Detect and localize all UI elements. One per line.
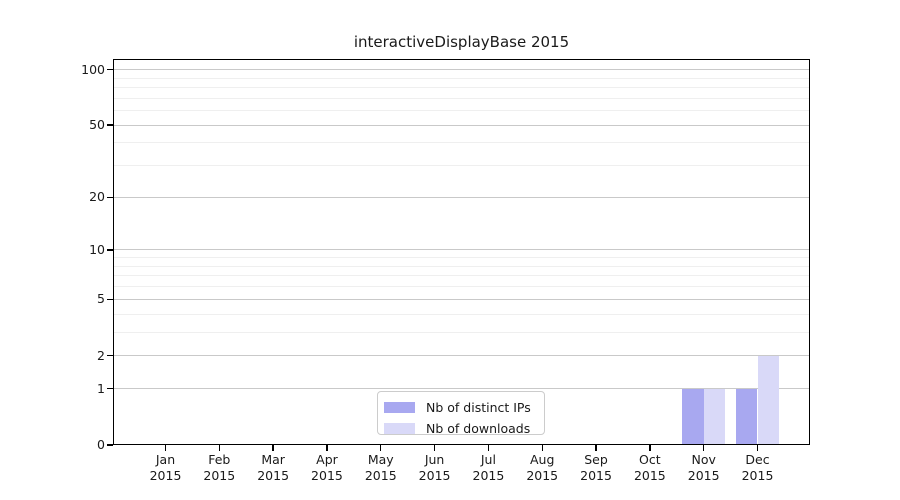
- y-gridline-minor: [113, 142, 810, 144]
- y-gridline-minor: [113, 77, 810, 79]
- x-tick-label-month: Oct: [639, 452, 661, 467]
- x-tick-label: Sep 2015: [561, 452, 631, 484]
- legend-item-downloads: Nb of downloads: [384, 418, 544, 439]
- x-tick-label-month: Jan: [155, 452, 176, 467]
- y-tick: [107, 196, 113, 199]
- legend-label-downloads: Nb of downloads: [426, 421, 531, 436]
- x-tick-label-month: Dec: [745, 452, 770, 467]
- x-tick-label: Aug 2015: [507, 452, 577, 484]
- y-tick-label: 10: [89, 241, 105, 257]
- y-tick-label: 20: [89, 189, 105, 205]
- y-tick-label: 0: [97, 437, 105, 452]
- y-tick: [107, 298, 113, 300]
- x-tick-label-year: 2015: [741, 468, 774, 483]
- x-tick-label: Oct 2015: [615, 452, 685, 484]
- legend-item-distinct-ips: Nb of distinct IPs: [384, 397, 544, 418]
- y-tick-label: 2: [97, 347, 105, 363]
- x-tick: [595, 445, 597, 451]
- x-tick-label-month: Sep: [584, 452, 608, 467]
- x-tick-label: Nov 2015: [669, 452, 739, 484]
- y-tick-label: 100: [81, 61, 105, 77]
- y-gridline-minor: [113, 331, 810, 333]
- chart-title: interactiveDisplayBase 2015: [353, 33, 570, 51]
- x-tick-label: Jun 2015: [400, 452, 470, 484]
- x-tick: [756, 445, 759, 451]
- x-tick-label: Apr 2015: [292, 452, 362, 484]
- x-tick-label-month: Nov: [691, 452, 716, 467]
- x-tick-label: Feb 2015: [184, 452, 254, 484]
- x-tick-label-year: 2015: [687, 468, 720, 483]
- y-gridline-minor: [113, 265, 810, 267]
- y-gridline-minor: [113, 257, 810, 259]
- y-gridline-major: [113, 124, 810, 126]
- x-tick-label: Jul 2015: [453, 452, 523, 484]
- legend-swatch-downloads: [384, 423, 415, 434]
- x-tick: [380, 445, 382, 451]
- x-tick-label-month: Feb: [208, 452, 231, 467]
- y-gridline-minor: [113, 275, 810, 277]
- x-tick-label: Dec 2015: [723, 452, 793, 484]
- y-gridline-major: [113, 355, 810, 357]
- y-tick: [107, 249, 113, 251]
- y-gridline-major: [113, 298, 810, 300]
- x-tick-label-year: 2015: [633, 468, 666, 483]
- x-tick: [326, 445, 328, 451]
- y-tick-label: 50: [89, 117, 105, 133]
- x-tick-label-month: Apr: [316, 452, 338, 467]
- plot-frame: [113, 59, 810, 445]
- y-gridline-minor: [113, 313, 810, 315]
- y-tick: [107, 387, 113, 390]
- x-tick-label-month: Aug: [530, 452, 555, 467]
- x-tick: [702, 445, 705, 451]
- y-gridline-major: [113, 249, 810, 251]
- x-tick: [218, 445, 220, 451]
- y-gridline-minor: [113, 165, 810, 167]
- x-tick-label-month: Jul: [480, 452, 496, 467]
- x-tick-label-year: 2015: [257, 468, 290, 483]
- x-tick-label-year: 2015: [418, 468, 451, 483]
- x-tick-label-month: May: [367, 452, 394, 467]
- x-tick-label-year: 2015: [203, 468, 236, 483]
- x-tick: [541, 445, 543, 451]
- legend-swatch-distinct-ips: [384, 402, 415, 413]
- x-tick-label-month: Jun: [424, 452, 445, 467]
- x-tick: [272, 445, 274, 451]
- y-tick-label: 5: [97, 291, 105, 307]
- y-gridline-major: [113, 388, 810, 390]
- x-tick-label-year: 2015: [149, 468, 182, 483]
- y-tick: [107, 124, 113, 126]
- x-tick: [164, 445, 167, 451]
- y-gridline-minor: [113, 87, 810, 88]
- y-gridline-minor: [113, 286, 810, 288]
- x-tick-label-year: 2015: [472, 468, 505, 483]
- y-gridline-major: [113, 69, 810, 71]
- legend: Nb of distinct IPs Nb of downloads: [377, 391, 545, 436]
- y-gridline-minor: [113, 110, 810, 112]
- x-tick-label: Jan 2015: [131, 452, 201, 484]
- x-tick: [487, 445, 490, 451]
- y-gridline-minor: [113, 97, 810, 99]
- x-tick-label-year: 2015: [580, 468, 612, 483]
- y-tick: [107, 354, 113, 357]
- x-tick-label: Mar 2015: [238, 452, 308, 484]
- bar-downloads: [757, 355, 780, 445]
- y-tick: [107, 444, 113, 446]
- bar-distinct-ips: [735, 388, 758, 445]
- x-tick-label-year: 2015: [311, 468, 343, 483]
- x-tick: [433, 445, 436, 451]
- x-tick-label-year: 2015: [364, 468, 397, 483]
- x-tick: [649, 445, 651, 451]
- x-tick-label-year: 2015: [526, 468, 559, 483]
- x-tick-label-month: Mar: [261, 452, 285, 467]
- y-tick: [107, 68, 113, 71]
- y-gridline-major: [113, 196, 810, 198]
- x-tick-label: May 2015: [346, 452, 416, 484]
- legend-label-distinct-ips: Nb of distinct IPs: [426, 400, 531, 415]
- bar-downloads: [703, 388, 726, 445]
- bar-distinct-ips: [682, 388, 704, 445]
- y-tick-label: 1: [97, 380, 105, 396]
